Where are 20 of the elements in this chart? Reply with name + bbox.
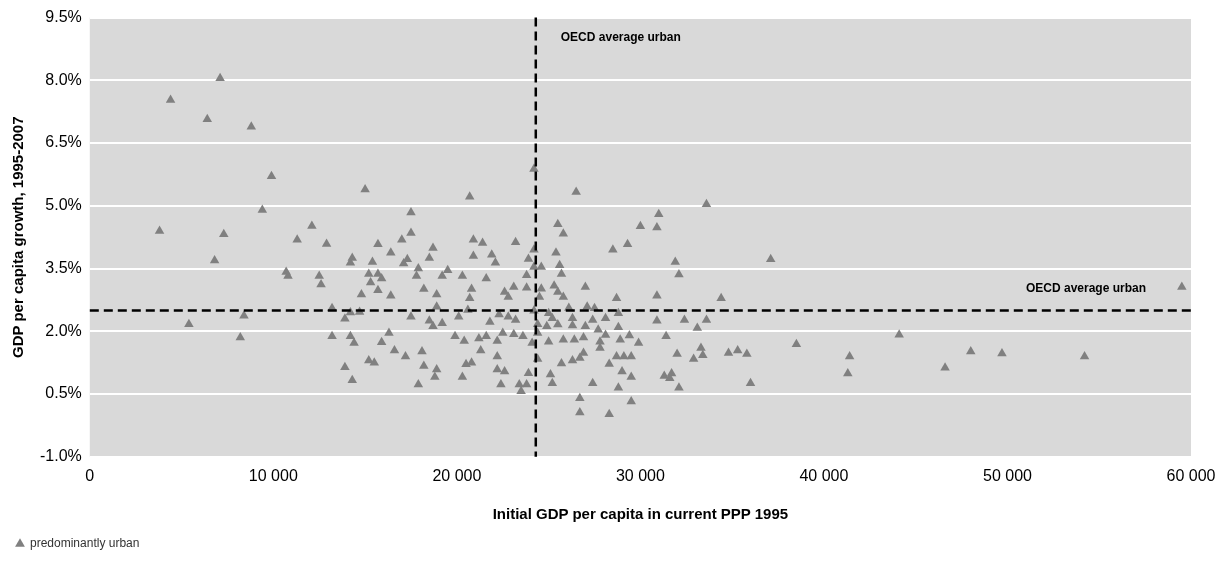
ref-line-label: OECD average urban — [1025, 280, 1146, 295]
x-tick-label: 60 000 — [1166, 466, 1216, 484]
y-axis-title: GDP per capita growth, 1995-2007 — [9, 116, 27, 358]
legend-label: predominantly urban — [30, 536, 140, 551]
y-tick-label: 6.5% — [45, 133, 82, 151]
x-tick-label: 30 000 — [615, 466, 665, 484]
y-tick-label: 5.0% — [45, 196, 82, 214]
x-tick-label: 50 000 — [983, 466, 1033, 484]
y-tick-label: -1.0% — [40, 447, 82, 465]
x-tick-label: 20 000 — [432, 466, 482, 484]
y-tick-label: 8.0% — [45, 70, 82, 88]
x-tick-label: 10 000 — [248, 466, 298, 484]
x-tick-label: 0 — [85, 466, 95, 484]
y-tick-label: 9.5% — [45, 8, 82, 26]
y-tick-label: 3.5% — [45, 258, 82, 276]
y-tick-label: 2.0% — [45, 321, 82, 339]
x-axis-title: Initial GDP per capita in current PPP 1995 — [492, 505, 789, 523]
x-tick-label: 40 000 — [799, 466, 849, 484]
ref-line-label: OECD average urban — [560, 29, 681, 44]
y-tick-label: 0.5% — [45, 384, 82, 402]
